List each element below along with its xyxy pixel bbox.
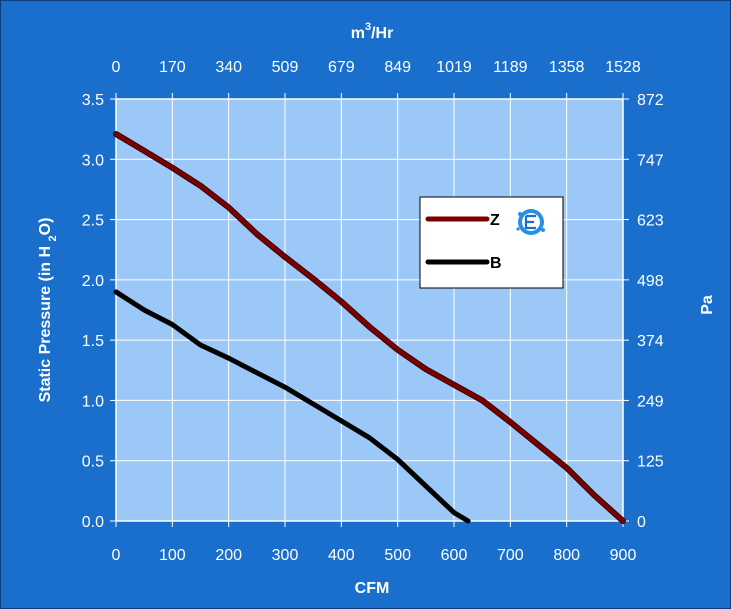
x2-tick-label: 509 [272,59,299,76]
y2-tick-label: 0 [637,514,646,531]
x2-tick-label: 849 [384,59,411,76]
x-tick-label: 500 [384,547,411,564]
x2-tick-label: 679 [328,59,355,76]
x2-tick-label: 1528 [605,59,641,76]
x-tick-label: 0 [112,547,121,564]
x-tick-label: 600 [441,547,468,564]
x-axis-title: CFM [355,580,390,597]
y-axis-title: Static Pressure (in H 2O) [37,218,59,403]
globe-e-logo-icon [516,209,545,235]
y-tick-label: 1.0 [82,393,104,410]
tick-labels: 0 0 100 170 200 340 300 509 400 679 500 849 600 1019 7… [82,59,664,564]
axes [110,93,629,527]
y-tick-label: 3.5 [82,92,104,109]
y2-tick-label: 498 [637,273,664,290]
x2-tick-label: 170 [159,59,186,76]
x2-tick-label: 1189 [493,59,528,76]
y-tick-label: 2.0 [82,273,104,290]
x-tick-label: 200 [215,547,242,564]
y-tick-label: 0.5 [82,454,104,471]
grid-lines [116,99,623,521]
y2-tick-label: 747 [637,152,664,169]
x-tick-label: 300 [272,547,299,564]
y2-tick-label: 374 [637,333,664,350]
legend-label-b: B [490,255,502,272]
series-line-z [114,132,625,523]
top-axis-title: m3/Hr [351,21,394,42]
x-tick-label: 400 [328,547,355,564]
y2-tick-label: 249 [637,393,664,410]
y-tick-label: 0.0 [82,514,104,531]
y2-tick-label: 623 [637,213,664,230]
y2-axis-title: Pa [699,295,716,315]
x2-tick-label: 1019 [436,59,472,76]
x-tick-label: 100 [159,547,186,564]
x-tick-label: 700 [497,547,524,564]
x2-tick-label: 0 [112,59,121,76]
x-tick-label: 800 [553,547,580,564]
x2-tick-label: 340 [215,59,242,76]
x-tick-label: 900 [610,547,637,564]
y-tick-label: 2.5 [82,213,104,230]
legend-label-z: Z [490,212,500,229]
y-tick-label: 3.0 [82,152,104,169]
plot-area [115,98,624,522]
x2-tick-label: 1358 [549,59,585,76]
legend: Z B [419,196,564,289]
y2-tick-label: 125 [637,454,664,471]
series-lines [113,131,626,524]
series-line-b [113,289,471,524]
legend-box [419,196,564,289]
y2-tick-label: 872 [637,92,664,109]
y-tick-label: 1.5 [82,333,104,350]
